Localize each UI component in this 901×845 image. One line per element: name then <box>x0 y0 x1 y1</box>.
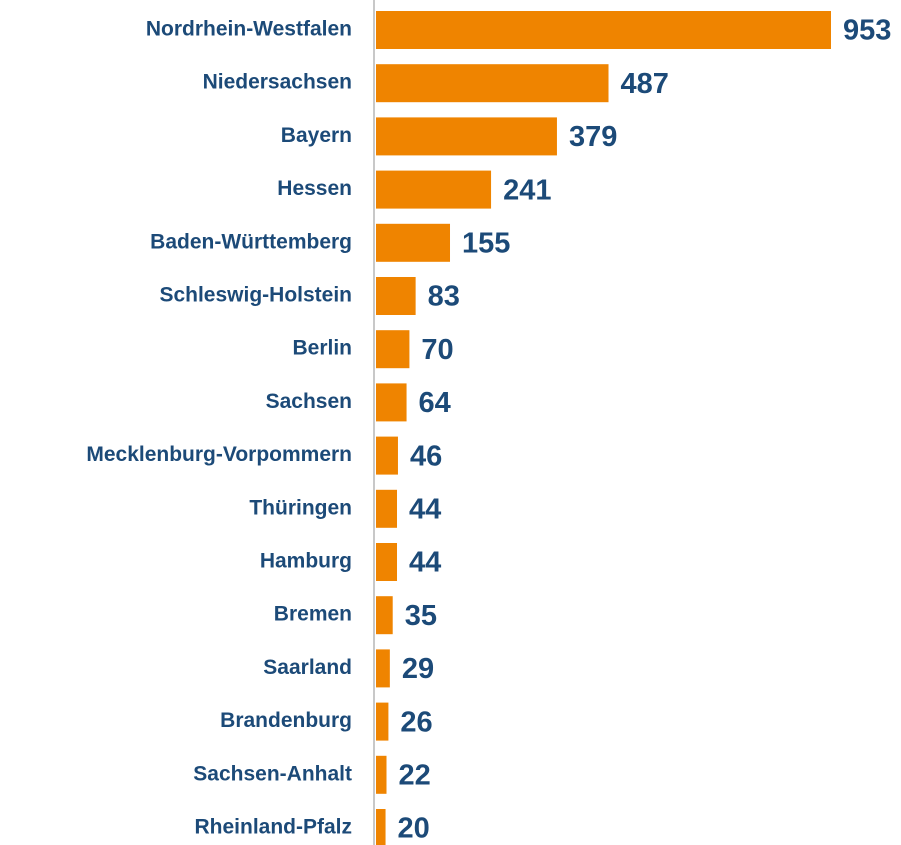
value-label: 64 <box>419 387 451 419</box>
category-label: Bremen <box>274 603 352 626</box>
value-label: 46 <box>410 440 442 472</box>
value-label: 379 <box>569 121 617 153</box>
category-label: Sachsen <box>266 390 352 413</box>
category-label: Thüringen <box>249 496 352 519</box>
value-label: 487 <box>621 68 669 100</box>
category-label: Brandenburg <box>220 709 352 732</box>
bar <box>376 170 492 209</box>
bar <box>376 649 390 688</box>
bar <box>376 596 393 635</box>
value-label: 26 <box>400 706 432 738</box>
category-label: Niedersachsen <box>203 71 352 94</box>
bar <box>376 11 831 49</box>
category-label: Berlin <box>292 337 352 360</box>
category-label: Rheinland-Pfalz <box>194 816 352 839</box>
bar <box>376 436 398 475</box>
category-label: Nordrhein-Westfalen <box>146 18 352 41</box>
bar <box>376 702 389 741</box>
value-label: 241 <box>503 174 551 206</box>
category-label: Schleswig-Holstein <box>159 284 352 307</box>
category-label: Hamburg <box>260 550 352 573</box>
bar <box>376 330 410 369</box>
bar <box>376 64 609 103</box>
value-label: 83 <box>428 281 460 313</box>
value-label: 44 <box>409 547 441 579</box>
bar <box>376 223 451 262</box>
category-label: Mecklenburg-Vorpommern <box>86 443 352 466</box>
bar <box>376 809 386 845</box>
category-label: Bayern <box>281 124 352 147</box>
bar <box>376 383 407 422</box>
value-label: 20 <box>398 813 430 845</box>
value-label: 70 <box>421 334 453 366</box>
bar <box>376 489 398 528</box>
category-label: Saarland <box>263 656 352 679</box>
value-label: 155 <box>462 227 510 259</box>
bar <box>376 117 557 156</box>
bar <box>376 543 398 581</box>
value-label: 29 <box>402 653 434 685</box>
category-label: Baden-Württemberg <box>150 230 352 253</box>
bar <box>376 277 416 315</box>
bar <box>376 755 387 794</box>
value-label: 44 <box>409 493 441 525</box>
value-label: 35 <box>405 600 437 632</box>
category-label: Hessen <box>277 177 352 200</box>
value-label: 22 <box>399 759 431 791</box>
category-label: Sachsen-Anhalt <box>193 762 352 785</box>
value-label: 953 <box>843 15 891 47</box>
